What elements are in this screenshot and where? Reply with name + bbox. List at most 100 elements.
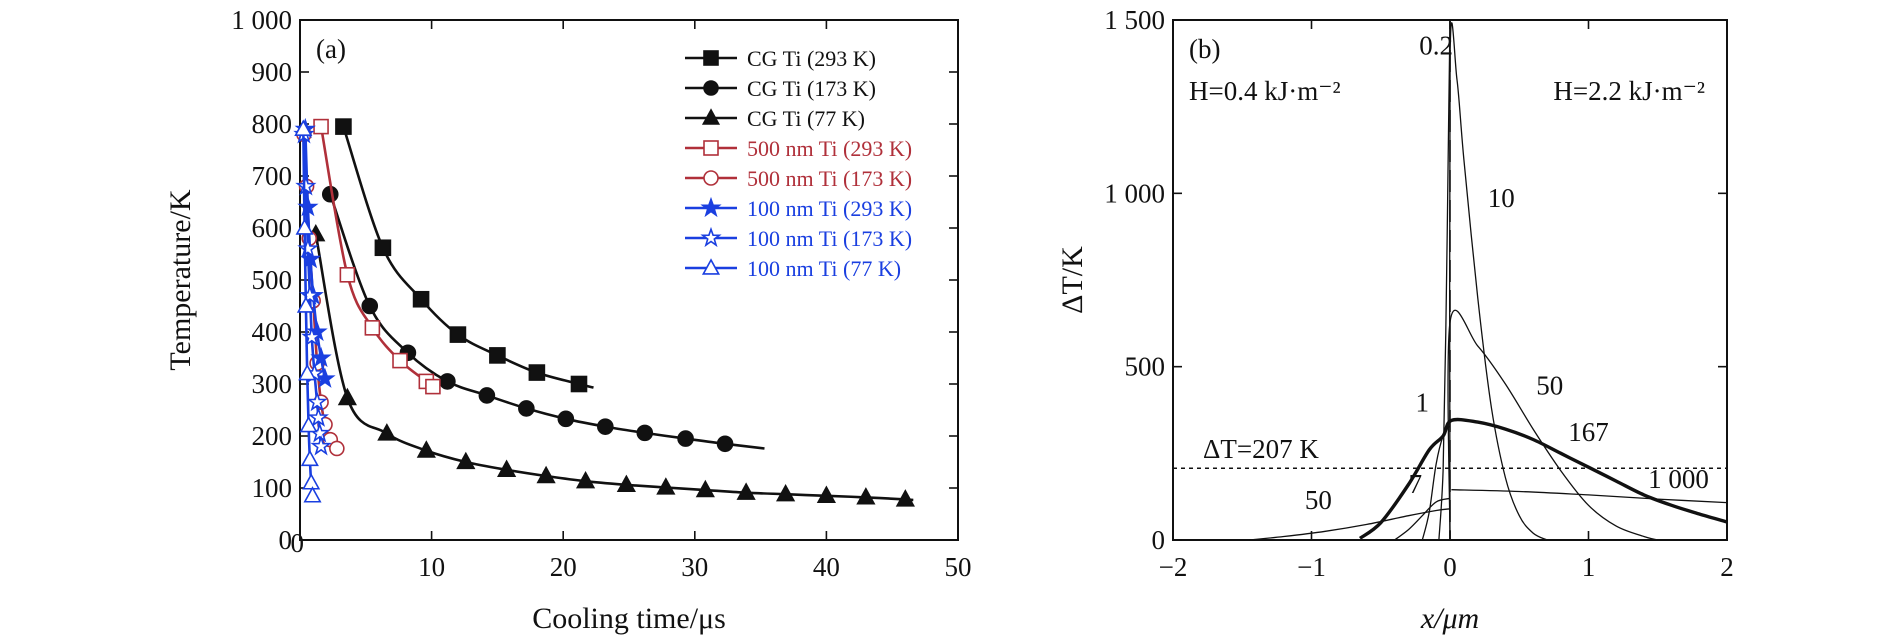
panel-a-chart: 0 100 200 300 400 500 600 700 800 900 1 000 0 10 20 30…: [164, 5, 972, 635]
data-point-marker: [294, 119, 313, 136]
profile-curve-3: [1451, 489, 1728, 504]
data-point-marker: [736, 482, 756, 500]
data-point-marker: [295, 218, 314, 235]
legend-marker: [700, 196, 722, 218]
x-axis-label: x/μm: [1420, 602, 1479, 635]
data-point-marker: [335, 118, 352, 135]
data-point-marker: [297, 237, 319, 258]
x-tick-label: 10: [418, 552, 445, 582]
legend-entry: 500 nm Ti (173 K): [685, 166, 912, 191]
data-point-marker: [557, 410, 575, 428]
data-point-marker: [449, 326, 467, 343]
x-tick-label: 1: [1582, 552, 1596, 582]
legend-label: CG Ti (77 K): [747, 106, 865, 131]
x-tick-label: 40: [813, 552, 840, 582]
data-point-marker: [374, 239, 392, 257]
panel-b-chart: 0 500 1 000 1 500 −2 −1 0 1 2 x/μm ΔT/K (b) ΔT=207 K…: [1056, 5, 1734, 635]
fluence-label-left: H=0.4 kJ·m⁻²: [1189, 76, 1341, 106]
legend-label: 100 nm Ti (173 K): [747, 226, 912, 251]
fluence-label-right: H=2.2 kJ·m⁻²: [1553, 76, 1705, 106]
data-point-marker: [677, 430, 694, 447]
data-point-marker: [296, 296, 315, 313]
data-point-marker: [416, 440, 436, 458]
data-point-marker: [303, 486, 322, 503]
y-tick-label: 0: [1152, 525, 1166, 555]
curve-label: 50: [1305, 485, 1332, 515]
data-point-marker: [392, 352, 408, 369]
series-line: [319, 126, 434, 388]
x-tick-label: 50: [945, 552, 972, 582]
legend-label: 100 nm Ti (77 K): [747, 256, 901, 281]
data-point-marker: [456, 451, 476, 470]
legend-marker: [703, 140, 719, 156]
curve-label: 0.2: [1419, 31, 1453, 61]
data-point-marker: [307, 406, 329, 427]
data-point-marker: [361, 297, 379, 315]
data-point-marker: [337, 387, 357, 406]
data-point-marker: [570, 375, 588, 393]
curve-label: 1 000: [1648, 464, 1709, 494]
series-3: [313, 118, 441, 395]
x-tick-label: 0: [1443, 552, 1457, 582]
profile-curve-0: [1448, 22, 1548, 541]
data-point-marker: [616, 474, 636, 493]
legend-marker: [700, 226, 722, 248]
data-point-marker: [536, 465, 556, 484]
y-tick-label: 100: [252, 473, 293, 503]
profile-curve-7: [1249, 508, 1451, 541]
data-point-marker: [856, 487, 876, 505]
series-line: [329, 193, 765, 450]
data-point-marker: [306, 390, 328, 412]
y-tick-label: 400: [252, 317, 293, 347]
data-point-marker: [339, 266, 356, 283]
data-point-marker: [295, 175, 317, 196]
data-point-marker: [313, 118, 329, 135]
profile-curve-4: [1438, 19, 1451, 541]
data-point-marker: [310, 435, 332, 456]
y-tick-label: 500: [252, 265, 293, 295]
data-point-marker: [776, 483, 796, 502]
y-axis-label: Temperature/K: [164, 189, 197, 370]
legend-marker: [703, 50, 719, 66]
data-point-marker: [597, 418, 614, 435]
data-point-marker: [528, 364, 546, 381]
x-tick-label-origin: 0: [291, 528, 305, 558]
series-line: [342, 126, 594, 389]
legend-entry: 100 nm Ti (77 K): [685, 256, 901, 281]
legend-label: CG Ti (173 K): [747, 76, 876, 101]
curve-label: 167: [1568, 417, 1609, 447]
legend-entry: 500 nm Ti (293 K): [685, 136, 912, 161]
legend-label: CG Ti (293 K): [747, 46, 876, 71]
legend-entry: 100 nm Ti (173 K): [685, 226, 912, 251]
data-point-marker: [716, 435, 734, 453]
threshold-label: ΔT=207 K: [1203, 434, 1319, 464]
legend-entry: CG Ti (77 K): [685, 106, 865, 131]
legend-marker: [703, 80, 719, 96]
data-point-marker: [364, 320, 381, 336]
curve-label: 1: [1416, 388, 1430, 418]
x-tick-label: 20: [550, 552, 577, 582]
data-point-marker: [377, 423, 397, 441]
panel-label: (a): [316, 34, 346, 64]
y-tick-label: 600: [252, 213, 293, 243]
legend-marker: [701, 108, 721, 125]
y-tick-label: 500: [1125, 352, 1166, 382]
profile-curve-2: [1358, 417, 1728, 540]
series-0: [335, 118, 594, 393]
series-1: [321, 185, 765, 453]
data-point-marker: [299, 415, 318, 433]
series-6: [293, 123, 332, 456]
data-point-marker: [636, 424, 654, 442]
profile-curve-6: [1394, 497, 1451, 541]
data-point-marker: [656, 477, 676, 495]
curve-label: 7: [1409, 469, 1423, 499]
x-tick-label: −2: [1159, 552, 1188, 582]
data-point-marker: [895, 489, 915, 507]
data-point-marker: [300, 449, 319, 467]
legend-marker: [703, 170, 719, 186]
y-tick-label: 200: [252, 421, 293, 451]
data-point-marker: [695, 479, 715, 498]
y-tick-label: 700: [252, 161, 293, 191]
data-point-marker: [302, 473, 321, 490]
